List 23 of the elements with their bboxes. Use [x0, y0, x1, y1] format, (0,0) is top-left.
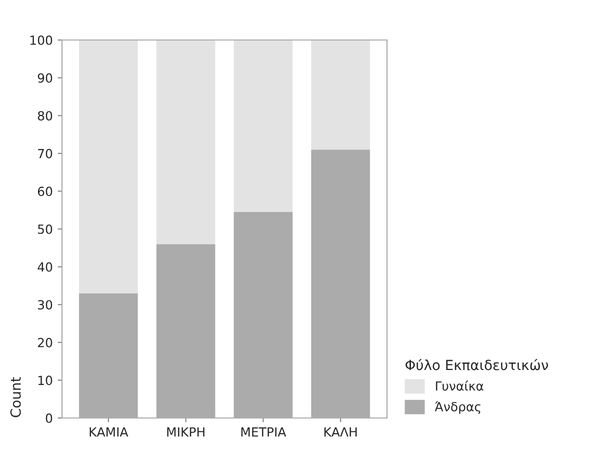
legend-label: Άνδρας [434, 401, 480, 414]
y-tick-label: 0 [46, 413, 52, 423]
y-tick-label: 70 [38, 148, 52, 158]
y-tick-label: 100 [30, 35, 52, 45]
bar [234, 40, 293, 212]
x-tick-label: ΚΑΛΗ [324, 427, 357, 437]
legend-title: Φύλο Εκπαιδευτικών [406, 358, 548, 370]
x-tick-label: ΜΕΤΡΙΑ [241, 427, 286, 437]
y-tick-label: 30 [38, 300, 52, 310]
y-tick-label: 50 [38, 224, 52, 234]
y-tick-label: 10 [38, 376, 52, 386]
bar [311, 40, 370, 150]
x-tick-label: ΚΑΜΙΑ [90, 427, 128, 437]
bar [156, 40, 216, 244]
bar [79, 40, 138, 294]
x-tick-label: ΜΙΚΡΗ [167, 427, 204, 437]
y-axis-title: Count [10, 377, 21, 418]
y-tick-label: 20 [38, 338, 52, 348]
y-tick-label: 80 [38, 111, 52, 121]
y-tick-label: 40 [38, 262, 52, 272]
y-tick-label: 90 [38, 73, 52, 83]
y-tick-label: 60 [38, 186, 52, 196]
legend-label: Γυναίκα [436, 380, 484, 391]
